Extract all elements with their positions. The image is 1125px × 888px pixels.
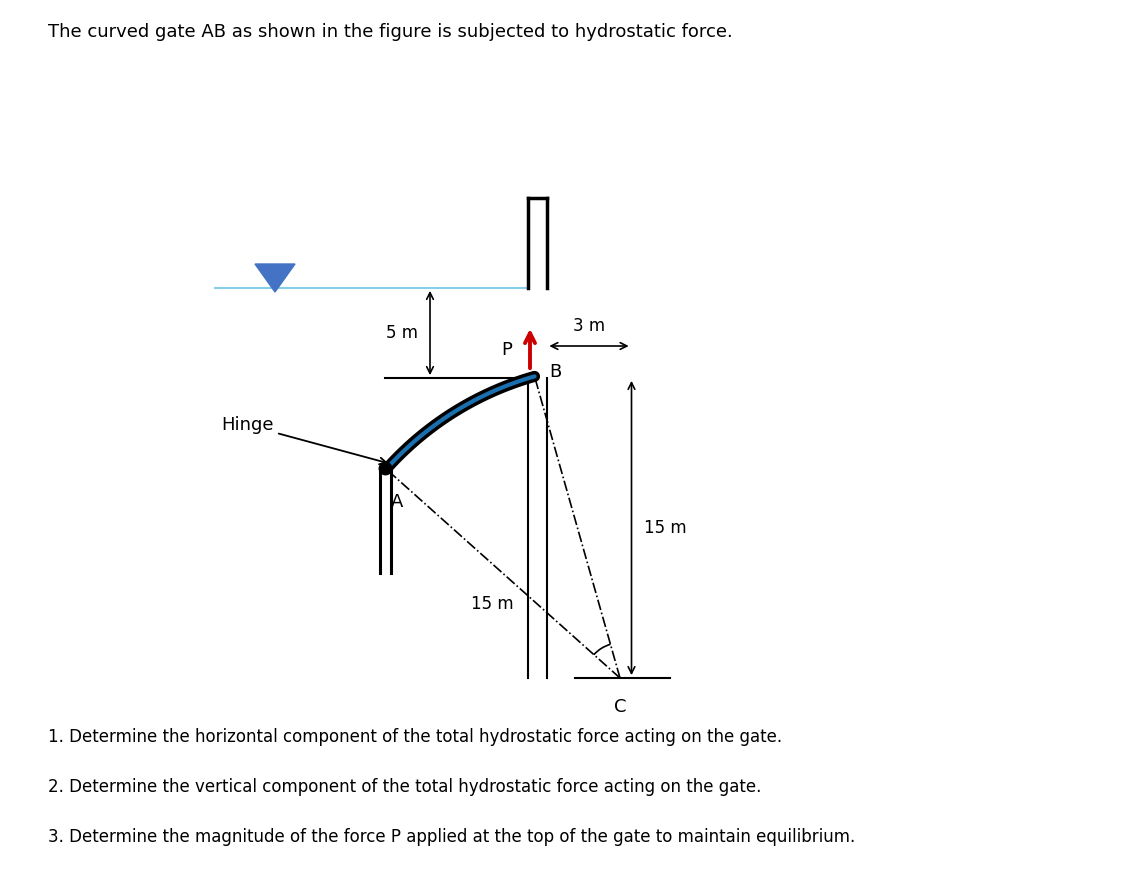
Text: C: C [614, 698, 627, 716]
Text: 3 m: 3 m [573, 317, 605, 335]
Text: 5 m: 5 m [386, 324, 418, 342]
Polygon shape [529, 198, 547, 288]
Text: B: B [549, 363, 561, 381]
Text: 1. Determine the horizontal component of the total hydrostatic force acting on t: 1. Determine the horizontal component of… [48, 728, 782, 746]
Text: The curved gate AB as shown in the figure is subjected to hydrostatic force.: The curved gate AB as shown in the figur… [48, 23, 732, 41]
Text: 15 m: 15 m [644, 519, 686, 537]
Text: A: A [392, 493, 404, 511]
Text: 2. Determine the vertical component of the total hydrostatic force acting on the: 2. Determine the vertical component of t… [48, 778, 762, 796]
Text: Hinge: Hinge [220, 416, 386, 464]
Text: P: P [502, 341, 513, 359]
Text: 3. Determine the magnitude of the force P applied at the top of the gate to main: 3. Determine the magnitude of the force … [48, 828, 855, 846]
Polygon shape [255, 264, 295, 292]
Text: 15 m: 15 m [471, 595, 514, 613]
